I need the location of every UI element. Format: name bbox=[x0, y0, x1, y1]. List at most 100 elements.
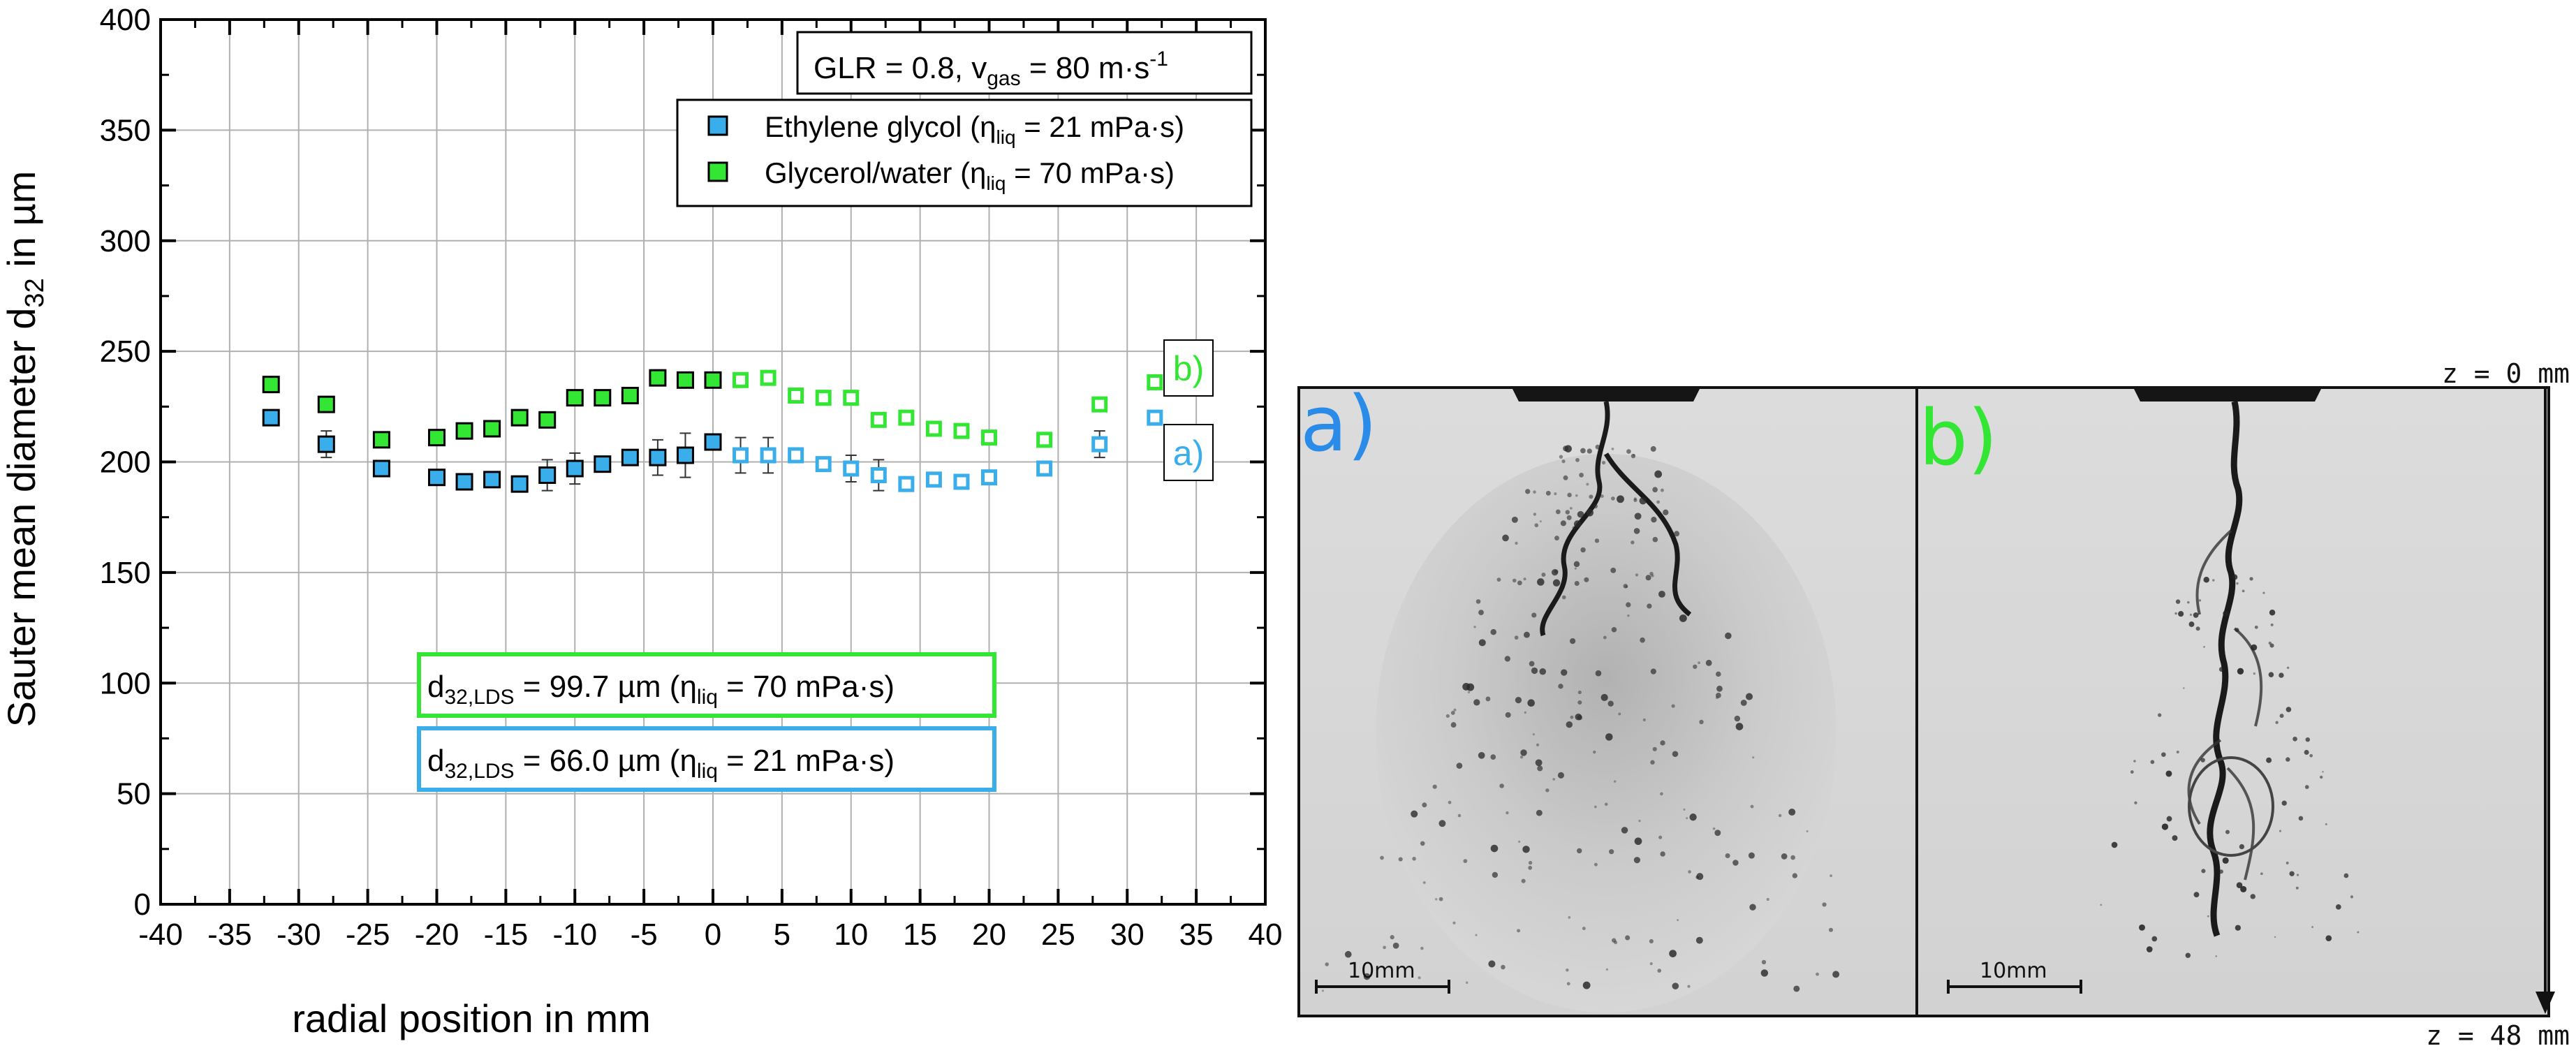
droplet-a bbox=[1712, 827, 1716, 830]
droplet-a bbox=[1505, 712, 1511, 718]
marker-open-glycerol bbox=[760, 369, 777, 386]
droplet-b bbox=[2237, 668, 2244, 675]
droplet-b bbox=[2295, 886, 2299, 890]
droplet-a bbox=[1828, 927, 1834, 932]
droplet-a bbox=[1671, 704, 1675, 708]
photo-b-nozzle bbox=[2133, 388, 2322, 402]
marker-filled-ethylene bbox=[455, 473, 473, 491]
droplet-a bbox=[1792, 873, 1798, 878]
marker-filled-ethylene bbox=[483, 471, 501, 489]
droplet-a bbox=[1752, 756, 1755, 759]
x-tick-label: -20 bbox=[415, 918, 459, 952]
droplet-a bbox=[1452, 921, 1456, 925]
droplet-a bbox=[1633, 857, 1640, 864]
series-label-box-b bbox=[1163, 339, 1214, 397]
droplet-a bbox=[1569, 638, 1576, 645]
droplet-a bbox=[1656, 500, 1660, 504]
droplet-a bbox=[1499, 783, 1504, 788]
lds-ethylene-pre: d bbox=[427, 744, 444, 778]
droplet-a bbox=[1649, 938, 1654, 944]
droplet-a bbox=[1595, 670, 1602, 677]
marker-filled-ethylene bbox=[621, 448, 639, 466]
droplet-b bbox=[2275, 721, 2279, 724]
droplet-a bbox=[1537, 578, 1545, 586]
droplet-b bbox=[2250, 894, 2255, 899]
droplet-a bbox=[1672, 982, 1679, 989]
droplet-b bbox=[2193, 892, 2200, 898]
droplet-b bbox=[2188, 621, 2195, 627]
droplet-a bbox=[1822, 902, 1827, 907]
marker-open-ethylene bbox=[1147, 409, 1163, 426]
droplet-a bbox=[1524, 631, 1530, 638]
droplet-a bbox=[1645, 575, 1651, 581]
droplet-a bbox=[1677, 919, 1679, 922]
x-tick-label: -35 bbox=[207, 918, 252, 952]
legend-frame bbox=[676, 98, 1253, 207]
droplet-a bbox=[1577, 700, 1582, 705]
droplet-b bbox=[2207, 915, 2209, 918]
droplet-a bbox=[1545, 490, 1551, 496]
droplet-a bbox=[1560, 520, 1566, 526]
legend-glycerol-sub: liq bbox=[986, 172, 1006, 194]
condition-mid: = 80 m·s bbox=[1021, 51, 1150, 85]
droplet-a bbox=[1561, 459, 1566, 464]
droplet-a bbox=[1478, 752, 1485, 759]
photo-a-spray-cloud bbox=[1376, 454, 1837, 1012]
z-axis-arrowhead bbox=[2535, 992, 2555, 1014]
lds-text-glycerol: d32,LDS = 99.7 µm (ηliq = 70 mPa·s) bbox=[427, 670, 895, 709]
droplet-a bbox=[1473, 699, 1480, 706]
droplet-a bbox=[1528, 865, 1533, 870]
photo-b-label: b) bbox=[1919, 393, 1998, 483]
droplet-b bbox=[2198, 599, 2202, 602]
droplet-b bbox=[2172, 835, 2178, 841]
marker-open-glycerol bbox=[981, 429, 997, 446]
droplet-a bbox=[1605, 968, 1609, 971]
droplet-a bbox=[1561, 595, 1566, 600]
droplet-a bbox=[1523, 577, 1526, 581]
droplet-a bbox=[1558, 684, 1563, 689]
legend: Ethylene glycol (ηliq = 21 mPa·s) Glycer… bbox=[676, 98, 1253, 207]
droplet-a bbox=[1587, 448, 1592, 454]
marker-open-ethylene bbox=[870, 467, 887, 484]
droplet-a bbox=[1529, 661, 1535, 667]
droplet-a bbox=[1465, 981, 1469, 984]
droplet-a bbox=[1750, 804, 1754, 809]
lds-glycerol-pre: d bbox=[427, 670, 444, 704]
droplet-a bbox=[1605, 733, 1613, 741]
marker-open-ethylene bbox=[1091, 436, 1108, 452]
droplet-a bbox=[1650, 446, 1656, 452]
droplet-a bbox=[1531, 667, 1538, 675]
marker-open-ethylene bbox=[815, 456, 832, 473]
droplet-a bbox=[1699, 719, 1704, 725]
droplet-b bbox=[2223, 610, 2229, 617]
droplet-a bbox=[1625, 935, 1631, 941]
droplet-a bbox=[1321, 989, 1324, 992]
droplet-b bbox=[2343, 873, 2349, 878]
droplet-b bbox=[2212, 579, 2215, 582]
marker-filled-glycerol bbox=[594, 389, 612, 407]
photo-a-liquid-jet bbox=[1540, 401, 1692, 637]
droplet-a bbox=[1631, 540, 1635, 545]
marker-filled-glycerol bbox=[538, 411, 557, 429]
droplet-a bbox=[1485, 696, 1491, 702]
droplet-a bbox=[1573, 520, 1582, 528]
droplet-b bbox=[2266, 757, 2272, 763]
droplet-a bbox=[1490, 754, 1496, 760]
droplet-a bbox=[1390, 935, 1394, 940]
droplet-a bbox=[1613, 780, 1617, 783]
droplet-a bbox=[1564, 445, 1573, 452]
droplet-a bbox=[1625, 585, 1628, 589]
droplet-a bbox=[1518, 840, 1521, 844]
droplet-a bbox=[1761, 959, 1767, 965]
droplet-b bbox=[2279, 830, 2282, 832]
droplet-a bbox=[1492, 871, 1499, 878]
droplet-a bbox=[1594, 805, 1597, 809]
droplet-a bbox=[1652, 536, 1658, 543]
data-markers bbox=[262, 369, 1163, 493]
droplet-a bbox=[1475, 599, 1481, 604]
droplet-b bbox=[2100, 904, 2103, 906]
droplet-a bbox=[1528, 860, 1533, 865]
droplet-b bbox=[2289, 871, 2295, 876]
droplet-a bbox=[1586, 483, 1589, 486]
droplet-b bbox=[2239, 844, 2245, 850]
